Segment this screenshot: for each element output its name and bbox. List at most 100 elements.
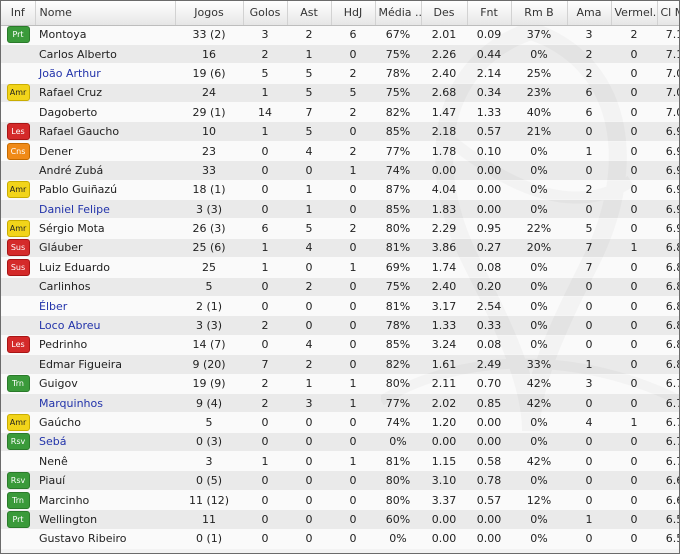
column-header-golos[interactable]: Golos (243, 1, 288, 26)
cell-ast: 0 (287, 451, 331, 472)
cell-jogos: 19 (9) (175, 374, 243, 394)
player-name[interactable]: Rafael Gaucho (35, 121, 175, 142)
player-name[interactable]: Sebá (35, 432, 175, 453)
table-row[interactable]: Amr Pablo Guiñazú 18 (1) 0 1 0 87% 4.04 0.00 0% 2 0… (1, 180, 679, 201)
column-header-cl-med[interactable]: Cl Med (657, 1, 679, 26)
player-name[interactable]: Nenê (35, 451, 175, 472)
status-badge[interactable]: Amr (6, 84, 30, 102)
player-name[interactable]: Carlinhos (35, 277, 175, 297)
column-header-nome[interactable]: Nome (35, 1, 176, 26)
cell-inf: Rsv (1, 432, 35, 453)
table-row[interactable]: Amr Sérgio Mota 26 (3) 6 5 2 80% 2.29 0.95 22% 5 0 6… (1, 218, 679, 239)
player-name[interactable]: Carlos Alberto (35, 44, 175, 65)
status-badge[interactable]: Amr (6, 414, 30, 431)
status-badge[interactable]: Les (6, 123, 30, 141)
player-name[interactable]: Sérgio Mota (35, 218, 175, 239)
player-name[interactable]: Pablo Guiñazú (35, 180, 175, 201)
cell-media: 87% (375, 180, 421, 201)
column-header-des[interactable]: Des (421, 1, 468, 26)
player-name[interactable]: Dener (35, 141, 175, 162)
status-badge[interactable]: Les (6, 336, 30, 354)
column-header-ast[interactable]: Ast (287, 1, 332, 26)
column-header-ama[interactable]: Ama (567, 1, 612, 26)
column-header-jogos[interactable]: Jogos (175, 1, 244, 26)
player-name[interactable]: Wellington (35, 509, 175, 530)
cell-rmb: 0% (511, 277, 567, 297)
cell-fnt: 0.44 (467, 44, 511, 65)
player-name[interactable]: Guigov (35, 374, 175, 394)
cell-media: 80% (375, 470, 421, 491)
cell-ama: 2 (567, 44, 611, 65)
player-name[interactable]: João Arthur (35, 63, 175, 84)
cell-ast: 4 (287, 335, 331, 356)
player-name[interactable]: Marcinho (35, 490, 175, 511)
status-badge[interactable]: Rsv (6, 472, 30, 490)
player-name[interactable]: Daniel Felipe (35, 199, 175, 220)
cell-jogos: 9 (20) (175, 354, 243, 375)
status-badge[interactable]: Sus (6, 239, 30, 257)
player-name[interactable]: Rafael Cruz (35, 83, 175, 104)
player-name[interactable]: Pedrinho (35, 335, 175, 356)
player-name[interactable]: Élber (35, 296, 175, 317)
status-badge[interactable]: Cns (6, 142, 30, 160)
status-badge[interactable]: Prt (6, 26, 30, 44)
status-badge[interactable]: Trn (6, 491, 30, 509)
status-badge[interactable]: Amr (6, 220, 30, 238)
player-name[interactable]: Marquinhos (35, 393, 175, 414)
player-name[interactable]: André Zubá (35, 160, 175, 181)
cell-hdj: 2 (331, 141, 375, 162)
cell-hdj: 0 (331, 490, 375, 511)
cell-inf: Sus (1, 257, 35, 278)
player-name[interactable]: Gaúcho (35, 412, 175, 433)
status-badge[interactable]: Trn (6, 375, 30, 393)
player-name[interactable]: Edmar Figueira (35, 354, 175, 375)
cell-vermelhos: 0 (611, 354, 657, 375)
player-name[interactable]: Gláuber (35, 238, 175, 259)
player-name[interactable]: Luiz Eduardo (35, 257, 175, 278)
player-name[interactable]: Gustavo Ribeiro (35, 529, 175, 550)
player-name[interactable]: Montoya (35, 25, 175, 45)
column-header-media[interactable]: Média ... (375, 1, 422, 26)
column-header-vermelhos[interactable]: Vermel... (611, 1, 658, 26)
player-name[interactable]: Dagoberto (35, 102, 175, 123)
cell-golos: 0 (243, 470, 287, 491)
column-header-inf[interactable]: Inf (1, 1, 36, 26)
column-header-hdj[interactable]: HdJ (331, 1, 376, 26)
column-header-fnt[interactable]: Fnt (467, 1, 512, 26)
status-badge[interactable]: Sus (6, 258, 30, 276)
player-name[interactable]: Loco Abreu (35, 315, 175, 336)
cell-rmb: 0% (511, 432, 567, 453)
column-header-rmb[interactable]: Rm B (511, 1, 568, 26)
status-badge[interactable]: Amr (6, 181, 30, 199)
status-badge[interactable]: Rsv (6, 433, 30, 451)
table-row[interactable]: Edmar Figueira 9 (20) 7 2 0 82% 1.61 2.49 33% 1 0 6… (1, 354, 679, 375)
cell-jogos: 0 (5) (175, 470, 243, 491)
player-name[interactable]: Piauí (35, 470, 175, 491)
status-badge[interactable]: Prt (6, 510, 30, 528)
cell-golos: 0 (243, 509, 287, 530)
